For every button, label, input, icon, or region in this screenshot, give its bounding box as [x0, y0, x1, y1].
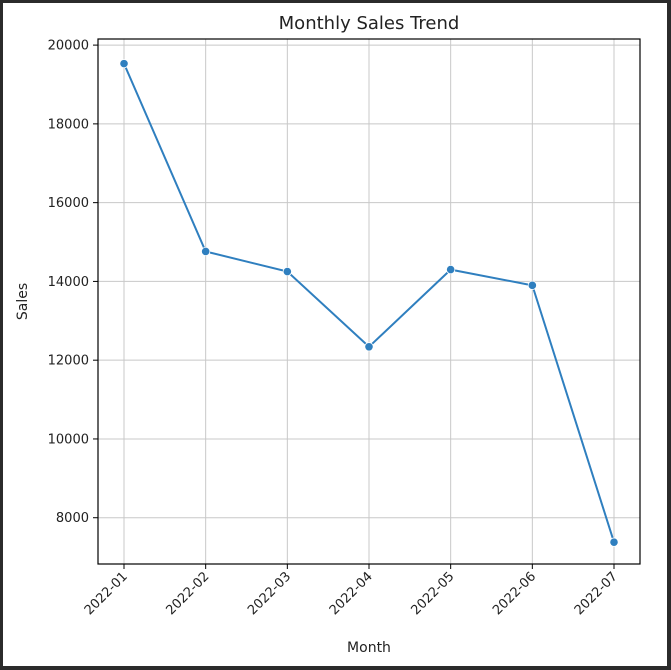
y-tick-label: 16000 — [48, 196, 89, 211]
data-point — [201, 246, 211, 257]
data-point — [609, 537, 619, 547]
y-axis-title: Sales — [15, 283, 31, 320]
chart-frame: 8000 10000 12000 14000 16000 18000 20000 2022-0… — [3, 3, 667, 666]
data-point — [119, 59, 129, 69]
grid-layer — [98, 39, 640, 564]
y-tick-label: 12000 — [48, 354, 89, 369]
x-tick-label: 2022-04 — [327, 569, 376, 618]
x-axis-title: Month — [347, 640, 391, 656]
data-point — [527, 280, 537, 290]
x-tick-label: 2022-06 — [490, 569, 539, 618]
x-tick-label: 2022-01 — [82, 569, 131, 618]
x-tick-label: 2022-07 — [572, 569, 621, 618]
y-tick-label: 14000 — [48, 275, 89, 290]
line-chart: 8000 10000 12000 14000 16000 18000 20000 2022-0… — [15, 13, 641, 656]
x-tick-label: 2022-03 — [245, 569, 294, 618]
y-tick-label: 10000 — [48, 432, 89, 447]
x-tick-label: 2022-02 — [163, 569, 212, 618]
data-point — [364, 342, 374, 352]
data-point — [446, 264, 456, 275]
series-layer — [119, 59, 619, 547]
y-tick-label: 18000 — [48, 117, 89, 132]
ticks-layer: 8000 10000 12000 14000 16000 18000 20000 2022-0… — [48, 39, 621, 619]
y-tick-label: 20000 — [48, 39, 89, 54]
x-tick-label: 2022-05 — [408, 569, 457, 618]
y-tick-label: 8000 — [56, 511, 89, 526]
chart-title: Monthly Sales Trend — [279, 13, 460, 34]
data-point — [282, 266, 292, 277]
